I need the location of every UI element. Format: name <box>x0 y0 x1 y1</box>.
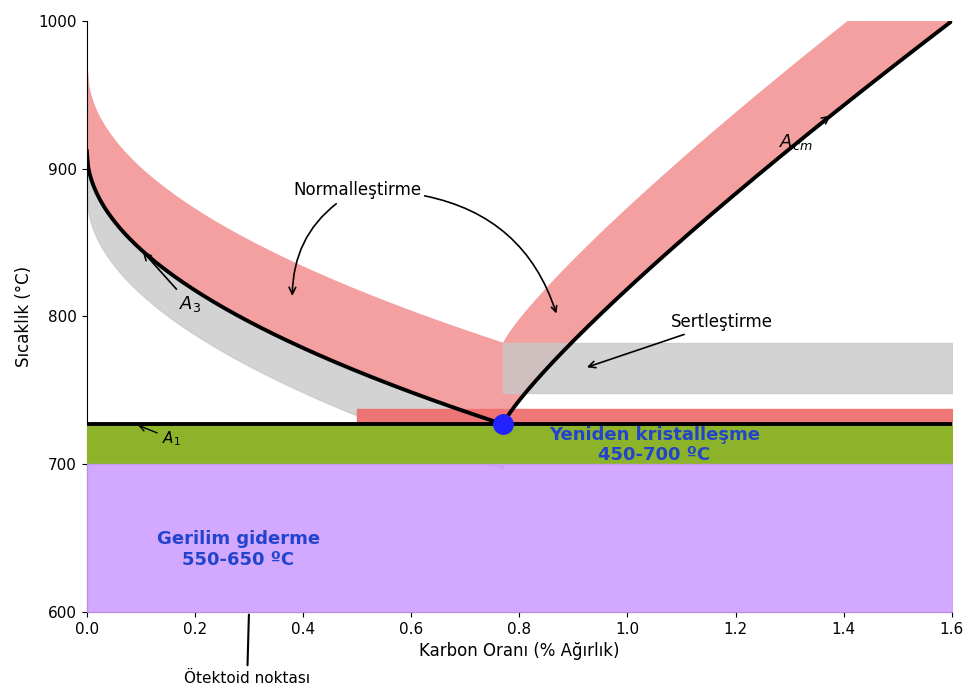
Text: $A_1$: $A_1$ <box>139 425 181 448</box>
Text: Ötektoid noktası: Ötektoid noktası <box>184 615 310 686</box>
Text: Yeniden kristalleşme
450-700 ºC: Yeniden kristalleşme 450-700 ºC <box>549 425 759 464</box>
Text: Sertleştirme: Sertleştirme <box>588 313 772 368</box>
X-axis label: Karbon Oranı (% Ağırlık): Karbon Oranı (% Ağırlık) <box>419 642 619 660</box>
Text: $A_3$: $A_3$ <box>144 253 200 314</box>
Text: $A_{cm}$: $A_{cm}$ <box>778 117 828 151</box>
Text: Normalleştirme: Normalleştirme <box>289 181 421 294</box>
Y-axis label: Sıcaklık (°C): Sıcaklık (°C) <box>15 266 33 367</box>
Text: Gerilim giderme
550-650 ºC: Gerilim giderme 550-650 ºC <box>156 530 320 569</box>
